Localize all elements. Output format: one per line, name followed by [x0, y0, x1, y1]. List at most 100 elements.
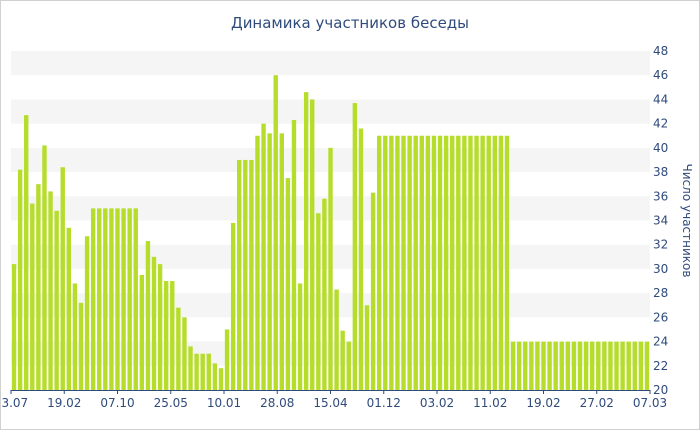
bar — [78, 302, 84, 390]
x-tick-label: 07.03 — [633, 396, 667, 410]
bar — [261, 123, 266, 390]
bar — [303, 92, 309, 390]
bar — [176, 307, 181, 390]
bar — [389, 135, 394, 390]
bar — [456, 135, 461, 390]
bar — [36, 184, 41, 390]
bar — [395, 135, 400, 390]
bar — [243, 159, 248, 390]
bar — [90, 208, 96, 390]
bar — [273, 75, 278, 391]
x-tick-label: 19.02 — [526, 396, 560, 410]
y-tick-label: 46 — [653, 68, 668, 82]
bar — [249, 159, 254, 390]
bar — [115, 208, 120, 390]
bar — [11, 264, 17, 390]
bar — [194, 353, 199, 390]
bar — [218, 368, 224, 390]
bar — [443, 135, 449, 390]
grid-band — [11, 99, 650, 124]
bar — [72, 283, 78, 390]
bar — [413, 135, 418, 390]
bar — [516, 341, 522, 390]
bar — [279, 133, 284, 390]
bar — [559, 341, 564, 390]
bar — [565, 341, 571, 390]
bar — [97, 208, 102, 390]
bar — [529, 341, 534, 390]
y-tick-label: 32 — [653, 238, 668, 252]
bar — [334, 289, 339, 390]
bar — [583, 341, 589, 390]
x-tick-label: 19.02 — [47, 396, 81, 410]
bar — [322, 198, 327, 390]
bar — [644, 341, 650, 390]
bar — [255, 135, 260, 390]
bar — [133, 208, 138, 390]
x-tick-label: 03.07 — [1, 396, 28, 410]
bar — [376, 135, 382, 390]
bar — [24, 115, 29, 391]
bar — [188, 346, 193, 390]
bar — [364, 305, 370, 390]
bar — [608, 341, 613, 390]
y-tick-label: 30 — [653, 262, 668, 276]
bar — [492, 135, 497, 390]
bar — [200, 353, 205, 390]
x-tick-label: 25.05 — [154, 396, 188, 410]
bar — [316, 213, 321, 390]
y-tick-label: 36 — [653, 189, 668, 203]
bar — [407, 135, 412, 390]
bar — [352, 103, 358, 390]
bar — [103, 208, 108, 390]
bar — [237, 159, 242, 390]
bar — [291, 120, 297, 390]
bar — [523, 341, 528, 390]
bar — [620, 341, 625, 390]
bar — [346, 341, 351, 390]
x-tick-label: 27.02 — [580, 396, 614, 410]
bar — [145, 241, 151, 390]
bar — [632, 341, 637, 390]
bar — [121, 208, 126, 390]
y-tick-label: 38 — [653, 165, 668, 179]
bar — [480, 135, 485, 390]
bar — [437, 135, 443, 390]
bar — [596, 341, 601, 390]
bar — [614, 341, 619, 390]
bar — [297, 283, 303, 390]
y-tick-label: 34 — [653, 214, 668, 228]
bar — [553, 341, 558, 390]
bar — [170, 281, 175, 390]
y-tick-label: 44 — [653, 92, 668, 106]
grid-band — [11, 51, 650, 76]
bar — [638, 341, 644, 390]
bar — [109, 208, 114, 390]
bar — [328, 147, 333, 390]
bar — [157, 264, 163, 390]
bar — [340, 330, 345, 390]
bar — [48, 191, 53, 390]
bar — [267, 133, 272, 390]
bar — [510, 341, 516, 390]
y-tick-label: 48 — [653, 44, 668, 58]
bar — [504, 135, 510, 390]
bar — [474, 135, 479, 390]
bar — [66, 227, 71, 390]
bar — [139, 274, 145, 390]
bar — [163, 281, 169, 390]
bar — [535, 341, 540, 390]
x-tick-label: 28.08 — [260, 396, 294, 410]
bar — [84, 236, 90, 390]
bar — [60, 167, 65, 390]
x-tick-label: 15.04 — [313, 396, 347, 410]
bar — [541, 341, 546, 390]
bar — [383, 135, 388, 390]
bar — [42, 145, 47, 390]
y-tick-label: 26 — [653, 310, 668, 324]
y-tick-label: 42 — [653, 117, 668, 131]
bar — [182, 317, 187, 390]
bar — [206, 353, 211, 390]
